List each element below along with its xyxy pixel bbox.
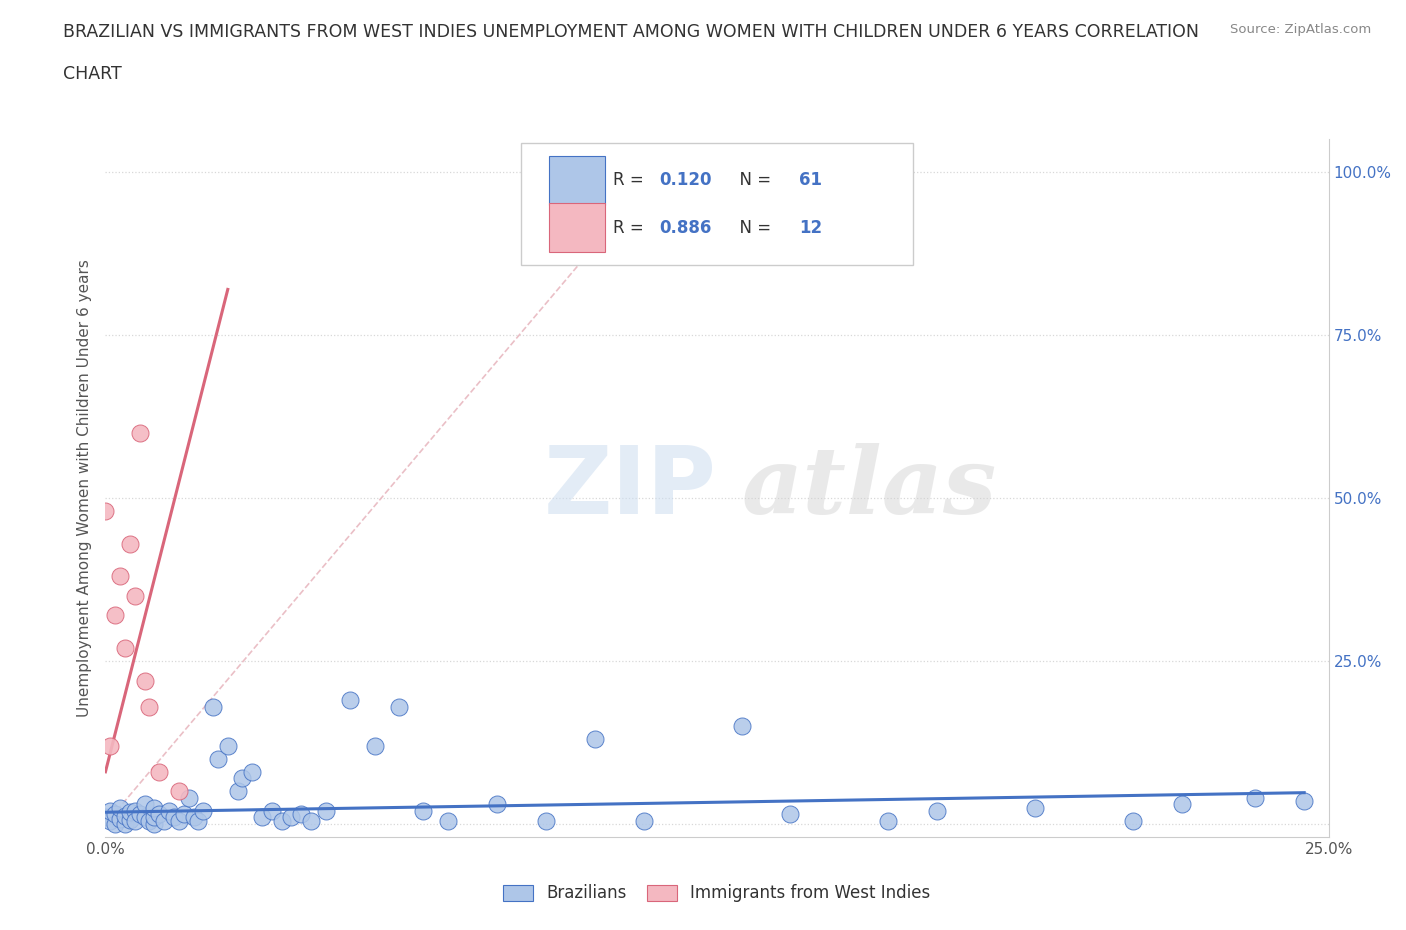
Point <box>1024 800 1046 815</box>
FancyBboxPatch shape <box>550 204 605 252</box>
Point <box>167 784 190 799</box>
Point <box>299 813 322 828</box>
Y-axis label: Unemployment Among Women with Children Under 6 years: Unemployment Among Women with Children U… <box>77 259 93 717</box>
FancyBboxPatch shape <box>522 143 912 265</box>
Legend: Brazilians, Immigrants from West Indies: Brazilians, Immigrants from West Indies <box>496 878 938 909</box>
Text: ZIP: ZIP <box>544 443 717 534</box>
Point <box>94 504 117 519</box>
Point <box>148 764 170 779</box>
Point <box>1294 793 1316 808</box>
Point <box>143 800 166 815</box>
Text: CHART: CHART <box>63 65 122 83</box>
Text: 0.120: 0.120 <box>659 171 711 189</box>
Point <box>315 804 337 818</box>
Point <box>280 810 302 825</box>
Point <box>388 699 411 714</box>
Point <box>779 806 801 821</box>
Point <box>1122 813 1144 828</box>
Point <box>534 813 557 828</box>
Point <box>94 810 117 825</box>
Text: Source: ZipAtlas.com: Source: ZipAtlas.com <box>1230 23 1371 36</box>
Text: R =: R = <box>613 219 650 237</box>
Text: 12: 12 <box>799 219 823 237</box>
Point <box>114 641 136 656</box>
Point <box>363 738 385 753</box>
Point <box>730 719 752 734</box>
Text: N =: N = <box>730 171 776 189</box>
Point <box>128 425 150 440</box>
Point <box>124 804 146 818</box>
Point <box>124 813 146 828</box>
Point <box>98 813 121 828</box>
Point <box>118 537 141 551</box>
Point <box>108 811 131 826</box>
Point <box>118 813 141 828</box>
Point <box>412 804 434 818</box>
Point <box>583 732 606 747</box>
Point <box>118 804 141 819</box>
Point <box>485 797 508 812</box>
Point <box>202 699 225 714</box>
Point <box>240 764 263 779</box>
Point <box>104 608 127 623</box>
Point <box>877 813 900 828</box>
Point <box>157 804 180 818</box>
Point <box>108 800 131 815</box>
Point <box>98 738 121 753</box>
Point <box>260 804 283 818</box>
Point <box>177 790 200 805</box>
Point <box>104 817 127 831</box>
Text: 0.886: 0.886 <box>659 219 711 237</box>
Point <box>633 813 655 828</box>
Point <box>167 813 190 828</box>
Point <box>1244 790 1267 805</box>
Point <box>290 806 312 821</box>
Point <box>138 699 160 714</box>
FancyBboxPatch shape <box>550 156 605 205</box>
Text: atlas: atlas <box>741 444 997 533</box>
Text: BRAZILIAN VS IMMIGRANTS FROM WEST INDIES UNEMPLOYMENT AMONG WOMEN WITH CHILDREN : BRAZILIAN VS IMMIGRANTS FROM WEST INDIES… <box>63 23 1199 41</box>
Point <box>231 771 253 786</box>
Point <box>148 806 170 821</box>
Point <box>339 693 361 708</box>
Point <box>143 817 166 831</box>
Text: 61: 61 <box>799 171 823 189</box>
Point <box>134 797 156 812</box>
Text: R =: R = <box>613 171 650 189</box>
Point <box>437 813 460 828</box>
Point <box>138 813 160 828</box>
Text: N =: N = <box>730 219 776 237</box>
Point <box>108 569 131 584</box>
Point <box>128 806 150 821</box>
Point <box>1171 797 1194 812</box>
Point <box>193 804 215 818</box>
Point <box>173 806 195 821</box>
Point <box>250 810 273 825</box>
Point <box>153 813 176 828</box>
Point <box>104 806 127 821</box>
Point <box>187 813 209 828</box>
Point <box>134 673 156 688</box>
Point <box>114 809 136 824</box>
Point <box>270 813 292 828</box>
Point <box>217 738 239 753</box>
Point <box>226 784 249 799</box>
Point <box>927 804 949 818</box>
Point <box>98 804 121 818</box>
Point <box>163 810 186 825</box>
Point <box>114 817 136 831</box>
Point <box>124 589 146 604</box>
Point <box>207 751 229 766</box>
Point <box>183 810 205 825</box>
Point <box>134 810 156 825</box>
Point <box>143 810 166 825</box>
